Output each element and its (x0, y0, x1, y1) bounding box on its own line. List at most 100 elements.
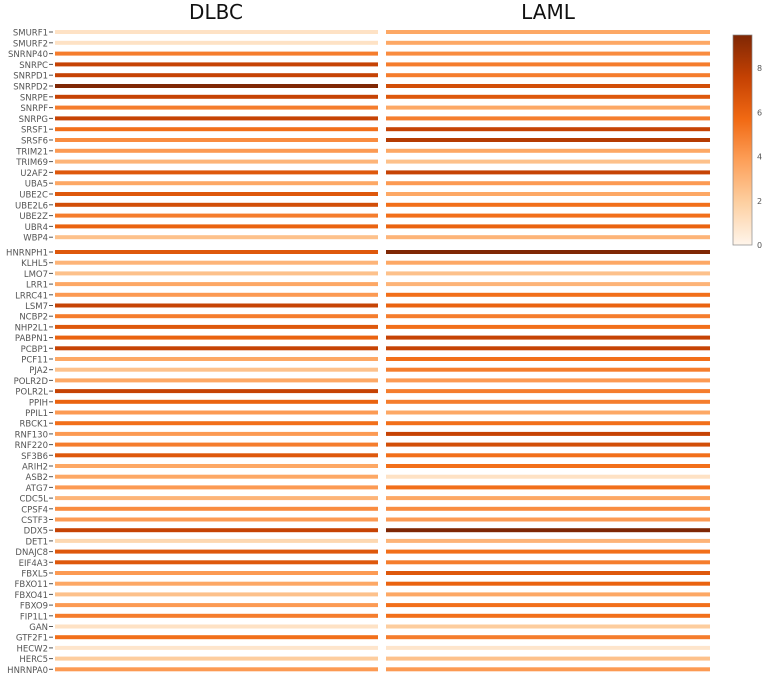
heatmap-cell (386, 421, 710, 426)
heatmap-cell (386, 62, 710, 67)
row-label: EIF4A3 (19, 559, 48, 569)
heatmap-cell (55, 235, 378, 240)
row-label: RNF220 (15, 441, 48, 451)
heatmap-cell (386, 410, 710, 415)
heatmap-cell (386, 159, 710, 164)
row-label: UBR4 (25, 223, 48, 233)
heatmap-cell (386, 84, 710, 88)
heatmap-cell (55, 84, 378, 88)
heatmap-cell (386, 94, 710, 99)
heatmap-cell (55, 116, 378, 121)
heatmap-cell (55, 292, 378, 297)
heatmap-cell (386, 560, 710, 565)
row-label: HNRNPA0 (7, 666, 48, 676)
heatmap-cell (386, 667, 710, 672)
heatmap-cell (55, 560, 378, 565)
row-label: SNRPC (19, 61, 48, 71)
heatmap-cell (386, 549, 710, 554)
column-title-dlbc: DLBC (189, 0, 243, 24)
heatmap-cell (386, 138, 710, 142)
row-label: ATG7 (26, 484, 48, 494)
row-label: WBP4 (23, 234, 48, 244)
row-label: HECW2 (16, 644, 48, 654)
heatmap-cell (55, 367, 378, 372)
heatmap-cell (386, 282, 710, 287)
heatmap-cell (55, 202, 378, 207)
heatmap-cell (386, 181, 710, 186)
heatmap-cell (55, 528, 378, 533)
heatmap-cell (386, 127, 710, 132)
row-label: ASB2 (26, 473, 48, 483)
row-label: RBCK1 (19, 420, 48, 430)
row-label: HNRNPH1 (6, 249, 48, 259)
heatmap-cell (55, 62, 378, 67)
heatmap-cell (386, 453, 710, 458)
row-label: PJA2 (29, 366, 48, 376)
heatmap-cell (55, 624, 378, 629)
row-label: GTF2F1 (16, 634, 48, 644)
heatmap-cell (55, 410, 378, 415)
heatmap-cell (386, 324, 710, 329)
heatmap-cell (386, 399, 710, 404)
heatmap-cell (55, 138, 378, 142)
heatmap-cell (55, 51, 378, 56)
heatmap-cell (386, 260, 710, 265)
heatmap-cell (55, 581, 378, 586)
heatmap-cell (386, 603, 710, 608)
heatmap-cell (386, 517, 710, 522)
row-label: SMURF1 (13, 29, 48, 39)
colorbar-tick-label: 8 (757, 64, 762, 73)
row-label: FBXO41 (14, 591, 48, 601)
heatmap-cell (55, 314, 378, 319)
heatmap-cell (55, 170, 378, 175)
row-label: UBA5 (25, 180, 48, 190)
heatmap-cell (386, 192, 710, 196)
row-label: SNRPD1 (13, 72, 48, 82)
heatmap-cell (55, 656, 378, 661)
row-label: CPSF4 (21, 505, 48, 515)
row-label: SNRPE (20, 93, 48, 103)
colorbar-tick-label: 4 (757, 153, 762, 162)
heatmap-cell (386, 314, 710, 319)
row-label: FBXO11 (14, 580, 48, 590)
row-label: HERC5 (19, 655, 48, 665)
heatmap-cell (386, 389, 710, 394)
heatmap-cell (55, 421, 378, 426)
heatmap-cell (55, 148, 378, 153)
heatmap-cell (55, 250, 378, 254)
row-label: CDC5L (19, 495, 48, 505)
row-label: PCF11 (21, 356, 48, 366)
row-label: SMURF2 (13, 39, 48, 49)
heatmap-cell (55, 485, 378, 490)
heatmap-cell (386, 148, 710, 153)
heatmap-cell (55, 592, 378, 597)
heatmap-cell (55, 645, 378, 650)
heatmap-cell (55, 496, 378, 501)
heatmap-cell (55, 282, 378, 287)
heatmap-cell (55, 635, 378, 640)
heatmap-cell (55, 506, 378, 511)
heatmap-cell (55, 549, 378, 554)
heatmap-cell (386, 581, 710, 586)
heatmap-cell (55, 30, 378, 34)
heatmap-cell (55, 378, 378, 383)
heatmap-cell (55, 474, 378, 479)
row-label: PPIH (29, 398, 48, 408)
heatmap-cell (386, 357, 710, 361)
heatmap-cell (55, 192, 378, 196)
row-label: NCBP2 (19, 313, 48, 323)
heatmap-cell (55, 517, 378, 522)
heatmap-cell (55, 224, 378, 229)
heatmap-cell (55, 159, 378, 164)
heatmap-cell (386, 250, 710, 254)
heatmap-cell (55, 127, 378, 132)
heatmap-cell (386, 224, 710, 229)
heatmap-cell (386, 213, 710, 218)
heatmap-cell (55, 335, 378, 340)
heatmap-cell (386, 170, 710, 175)
row-label: SNRPG (19, 115, 48, 125)
heatmap-cell (386, 464, 710, 468)
row-label: LSM7 (25, 302, 48, 312)
heatmap-cell (55, 389, 378, 394)
heatmap-cell (386, 116, 710, 121)
